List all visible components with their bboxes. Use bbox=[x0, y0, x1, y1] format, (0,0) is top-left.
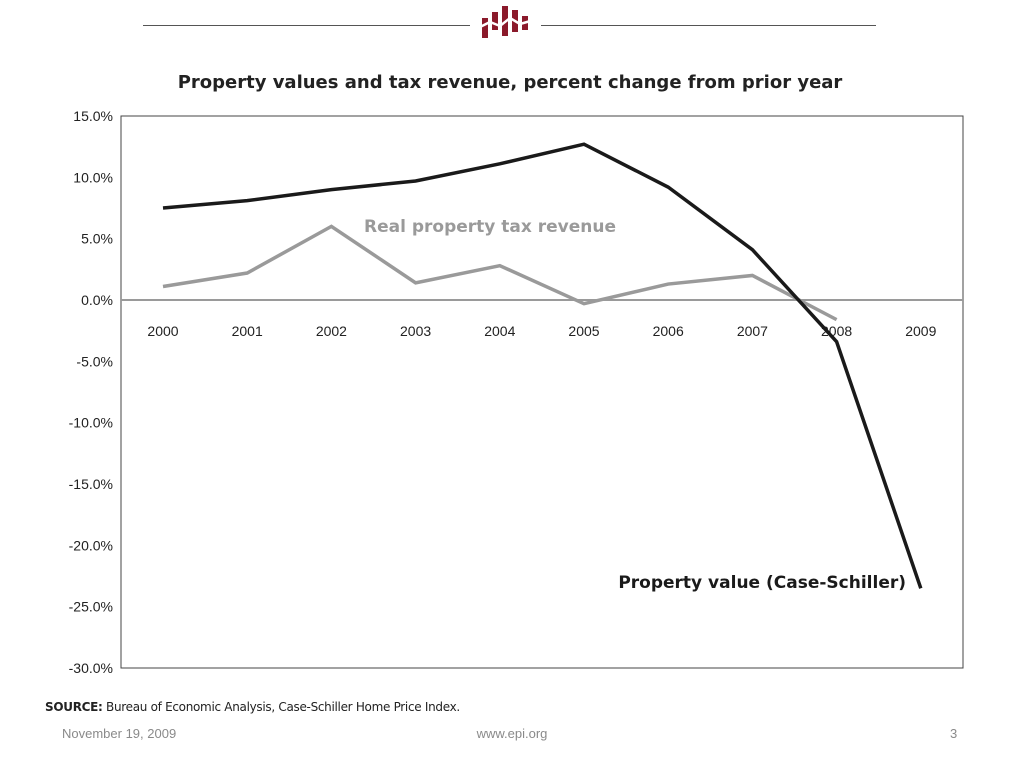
series-label-property-value: Property value (Case-Schiller) bbox=[618, 573, 906, 593]
x-tick-label: 2006 bbox=[653, 323, 684, 339]
series-label-tax-revenue: Real property tax revenue bbox=[364, 217, 616, 237]
series-line-property-value bbox=[162, 142, 923, 589]
y-tick-label: -5.0% bbox=[76, 353, 113, 369]
y-tick-label: -10.0% bbox=[69, 415, 113, 431]
y-tick-label: 10.0% bbox=[73, 169, 113, 185]
x-tick-label: 2005 bbox=[568, 323, 599, 339]
chart-title: Property values and tax revenue, percent… bbox=[177, 72, 843, 93]
series-line-tax-revenue bbox=[162, 224, 838, 322]
y-tick-label: 0.0% bbox=[81, 292, 113, 308]
footer-url[interactable]: www.epi.org bbox=[476, 726, 548, 741]
y-tick-label: 5.0% bbox=[81, 231, 113, 247]
plot-frame bbox=[120, 115, 964, 669]
x-tick-label: 2003 bbox=[400, 323, 431, 339]
x-tick-label: 2007 bbox=[737, 323, 768, 339]
y-tick-label: -20.0% bbox=[69, 537, 113, 553]
footer-page-number: 3 bbox=[950, 726, 958, 741]
series-group bbox=[162, 142, 923, 589]
x-tick-label: 2009 bbox=[905, 323, 936, 339]
x-tick-label: 2004 bbox=[484, 323, 515, 339]
source-label: SOURCE: bbox=[45, 700, 103, 714]
y-tick-label: -30.0% bbox=[69, 660, 113, 676]
y-tick-label: 15.0% bbox=[73, 108, 113, 124]
x-axis: 2000 2001 2002 2003 2004 2005 2006 2007 2008 2009 bbox=[147, 323, 936, 339]
x-tick-label: 2001 bbox=[232, 323, 263, 339]
y-axis: 15.0% 10.0% 5.0% 0.0% -5.0% -10.0% -15.0% -20.0… bbox=[69, 108, 113, 676]
header-rule-right bbox=[541, 25, 876, 26]
epi-bar-logo-icon bbox=[477, 6, 535, 38]
y-tick-label: -25.0% bbox=[69, 599, 113, 615]
y-tick-label: -15.0% bbox=[69, 476, 113, 492]
footer-date: November 19, 2009 bbox=[62, 726, 177, 741]
source-text: Bureau of Economic Analysis, Case-Schill… bbox=[102, 700, 460, 714]
source-note: SOURCE: Bureau of Economic Analysis, Cas… bbox=[45, 700, 460, 714]
x-tick-label: 2002 bbox=[316, 323, 347, 339]
x-tick-label: 2000 bbox=[147, 323, 178, 339]
header-rule-left bbox=[143, 25, 470, 26]
